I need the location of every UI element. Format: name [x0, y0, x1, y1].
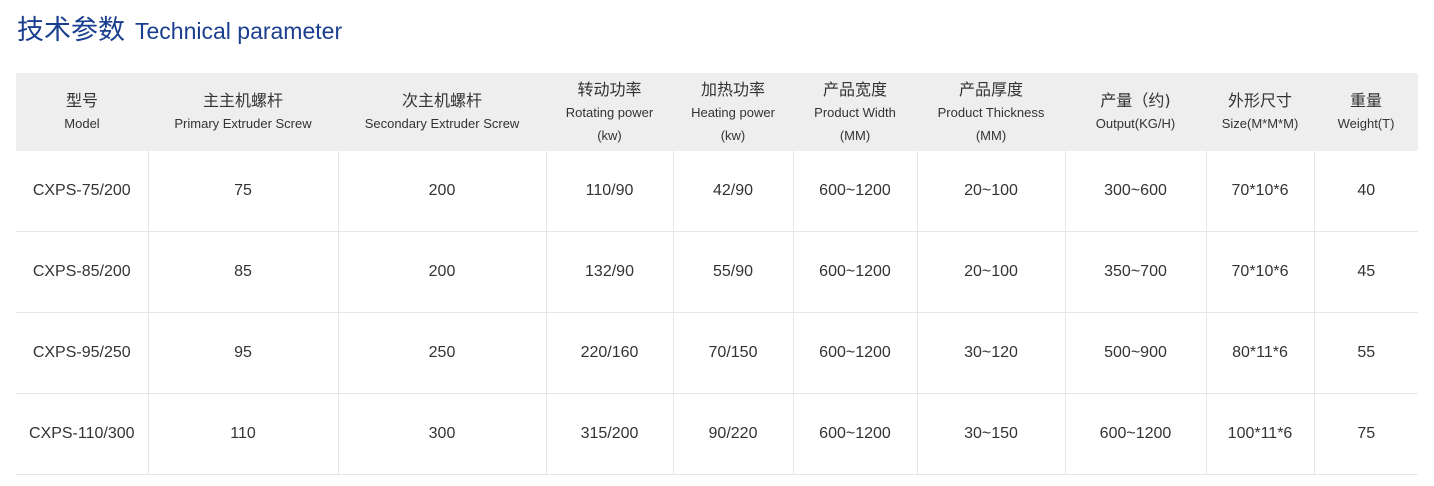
header-cn: 主主机螺杆	[202, 91, 283, 110]
table-cell: CXPS-95/250	[16, 312, 148, 394]
table-cell: 30~150	[916, 393, 1065, 475]
table-cell: 200	[337, 151, 546, 232]
table-cell: 55/90	[672, 231, 793, 313]
header-en: Model	[64, 116, 100, 131]
table-cell: 55	[1313, 312, 1418, 394]
table-cell: 30~120	[916, 312, 1065, 394]
header-unit: (kw)	[597, 127, 622, 143]
table-cell: 70/150	[672, 312, 793, 394]
table-cell: 75	[1313, 393, 1418, 475]
header-unit: (kw)	[720, 127, 746, 143]
header-cn: 加热功率	[700, 79, 765, 99]
header-cn: 产量（约)	[1100, 91, 1171, 110]
column-header: 转动功率 Rotating power (kw)	[546, 73, 673, 151]
table-cell: 132/90	[545, 231, 673, 313]
table-cell: 110/90	[545, 151, 673, 232]
table-cell: 95	[147, 312, 338, 394]
column-header: 产量（约) Output(KG/H)	[1065, 73, 1206, 151]
column-header: 次主机螺杆 Secondary Extruder Screw	[338, 73, 546, 151]
header-en: Heating power	[691, 104, 775, 120]
table-cell: 42/90	[672, 151, 793, 232]
header-en: Primary Extruder Screw	[174, 116, 312, 131]
table-cell: 45	[1313, 231, 1418, 313]
column-header: 产品宽度 Product Width (MM)	[793, 73, 917, 151]
column-header: 外形尺寸 Size(M*M*M)	[1206, 73, 1314, 151]
table-cell: 70*10*6	[1205, 151, 1314, 232]
table-cell: 100*11*6	[1205, 393, 1314, 475]
section-title: 技术参数 Technical parameter	[17, 8, 342, 47]
header-cn: 转动功率	[577, 79, 642, 99]
header-cn: 重量	[1349, 91, 1382, 110]
table-cell: 220/160	[545, 312, 673, 394]
table-cell: 600~1200	[792, 231, 917, 313]
column-header: 主主机螺杆 Primary Extruder Screw	[148, 73, 338, 151]
header-en: Product Width	[814, 104, 896, 120]
table-cell: 20~100	[916, 151, 1065, 232]
table-cell: 600~1200	[792, 151, 917, 232]
header-en: Weight(T)	[1337, 116, 1395, 131]
header-unit: (MM)	[975, 127, 1007, 143]
table-cell: 315/200	[545, 393, 673, 475]
header-en: Size(M*M*M)	[1221, 116, 1299, 131]
column-header: 重量 Weight(T)	[1314, 73, 1418, 151]
table-cell: 300	[337, 393, 546, 475]
table-cell: 40	[1313, 151, 1418, 232]
table-row: CXPS-110/300 110 300 315/200 90/220 600~1200 3…	[16, 393, 1418, 475]
table-cell: 600~1200	[792, 393, 917, 475]
table-cell: 500~900	[1064, 312, 1206, 394]
table-cell: 80*11*6	[1205, 312, 1314, 394]
column-header: 加热功率 Heating power (kw)	[673, 73, 793, 151]
header-en: Rotating power	[565, 104, 654, 120]
table-cell: 110	[147, 393, 338, 475]
table-cell: 600~1200	[792, 312, 917, 394]
header-cn: 产品厚度	[958, 79, 1023, 99]
table-cell: 85	[147, 231, 338, 313]
table-row: CXPS-95/250 95 250 220/160 70/150 600~1200 30~…	[16, 312, 1418, 394]
table-cell: 300~600	[1064, 151, 1206, 232]
table-cell: 250	[337, 312, 546, 394]
table-cell: CXPS-110/300	[16, 393, 148, 475]
table-row: CXPS-85/200 85 200 132/90 55/90 600~1200 20~10…	[16, 231, 1418, 313]
header-en: Product Thickness	[937, 104, 1045, 120]
table-cell: CXPS-85/200	[16, 231, 148, 313]
header-unit: (MM)	[839, 127, 871, 143]
table-cell: 350~700	[1064, 231, 1206, 313]
table-row: CXPS-75/200 75 200 110/90 42/90 600~1200 20~10…	[16, 151, 1418, 232]
table-cell: 200	[337, 231, 546, 313]
header-en: Output(KG/H)	[1095, 116, 1176, 131]
table-cell: CXPS-75/200	[16, 151, 148, 232]
header-cn: 次主机螺杆	[401, 91, 482, 110]
header-cn: 型号	[65, 91, 98, 110]
table-cell: 600~1200	[1064, 393, 1206, 475]
header-cn: 产品宽度	[822, 79, 887, 99]
column-header: 产品厚度 Product Thickness (MM)	[917, 73, 1065, 151]
header-row: 型号 Model 主主机螺杆 Primary Extruder Screw 次主机螺杆 S…	[16, 73, 1418, 151]
header-en: Secondary Extruder Screw	[364, 116, 520, 131]
column-header: 型号 Model	[16, 73, 148, 151]
spec-table: 型号 Model 主主机螺杆 Primary Extruder Screw 次主机螺杆 S…	[16, 73, 1418, 475]
header-cn: 外形尺寸	[1227, 91, 1292, 110]
title-en: Technical parameter	[135, 18, 343, 44]
table-cell: 75	[147, 151, 338, 232]
table-cell: 20~100	[916, 231, 1065, 313]
table-cell: 70*10*6	[1205, 231, 1314, 313]
table-cell: 90/220	[672, 393, 793, 475]
title-cn: 技术参数	[17, 15, 125, 46]
